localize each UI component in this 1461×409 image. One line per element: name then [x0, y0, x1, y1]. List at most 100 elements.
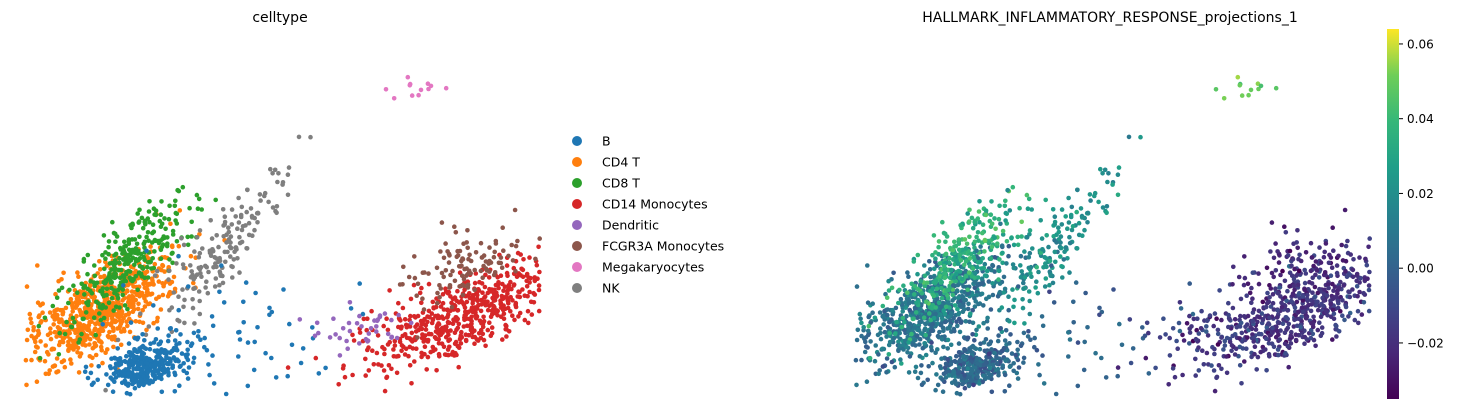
scatter-point	[1146, 371, 1152, 376]
scatter-point	[884, 370, 889, 375]
scatter-point	[923, 352, 929, 358]
scatter-point	[1032, 335, 1037, 341]
scatter-point	[1229, 343, 1235, 348]
scatter-point	[135, 211, 140, 216]
scatter-point	[440, 300, 446, 306]
scatter-point	[1239, 381, 1244, 386]
scatter-point	[966, 219, 972, 224]
scatter-point	[1008, 332, 1013, 337]
scatter-point	[281, 287, 286, 292]
scatter-point	[455, 307, 461, 313]
scatter-point	[122, 371, 128, 376]
scatter-point	[91, 315, 97, 321]
scatter-point	[464, 273, 469, 278]
scatter-point	[148, 341, 153, 347]
scatter-point	[177, 341, 182, 346]
scatter-point	[437, 333, 443, 338]
scatter-point	[1300, 298, 1306, 303]
scatter-point	[145, 283, 150, 288]
scatter-point	[178, 332, 183, 337]
scatter-point	[414, 293, 420, 299]
scatter-point	[189, 234, 194, 239]
scatter-point	[241, 299, 246, 305]
scatter-point	[194, 192, 200, 198]
scatter-point	[128, 223, 133, 228]
scatter-point	[445, 308, 450, 313]
scatter-point	[1328, 255, 1334, 260]
scatter-point	[132, 307, 137, 312]
scatter-point	[1293, 337, 1299, 343]
scatter-point	[1184, 321, 1190, 326]
scatter-point	[409, 381, 414, 386]
scatter-point	[238, 214, 244, 220]
scatter-point	[1029, 207, 1034, 212]
scatter-point	[1215, 331, 1221, 337]
scatter-point	[463, 337, 469, 343]
scatter-point	[106, 300, 112, 306]
scatter-point	[914, 333, 920, 339]
scatter-point	[111, 344, 116, 350]
scatter-point	[142, 271, 148, 276]
scatter-point	[956, 350, 962, 355]
scatter-point	[370, 348, 375, 354]
scatter-point	[1021, 286, 1026, 292]
scatter-point	[1343, 304, 1349, 310]
scatter-point	[1039, 236, 1045, 241]
scatter-point	[243, 280, 249, 285]
scatter-point	[74, 313, 79, 319]
scatter-point	[905, 350, 910, 355]
scatter-point	[213, 197, 218, 203]
scatter-point	[77, 354, 83, 359]
scatter-point	[1198, 326, 1204, 331]
scatter-point	[158, 307, 164, 312]
scatter-point	[913, 364, 919, 370]
scatter-point	[936, 239, 942, 244]
scatter-point	[1269, 270, 1275, 276]
scatter-point	[257, 192, 263, 197]
scatter-point	[919, 382, 925, 388]
scatter-point	[1207, 313, 1213, 318]
scatter-point	[103, 305, 108, 310]
scatter-point	[1074, 246, 1080, 251]
scatter-point	[1009, 351, 1015, 356]
scatter-point	[1026, 196, 1032, 202]
scatter-point	[494, 293, 500, 298]
scatter-point	[1062, 249, 1067, 254]
scatter-point	[478, 327, 484, 333]
scatter-point	[911, 259, 917, 264]
scatter-point	[142, 239, 148, 245]
scatter-point	[989, 221, 995, 227]
scatter-point	[229, 207, 235, 212]
scatter-point	[936, 312, 942, 318]
scatter-point	[1070, 224, 1076, 229]
scatter-point	[480, 290, 485, 296]
scatter-point	[1104, 210, 1109, 216]
scatter-point	[999, 243, 1005, 248]
scatter-point	[936, 300, 942, 306]
scatter-point	[870, 301, 875, 307]
scatter-point	[121, 316, 126, 321]
scatter-point	[169, 243, 175, 248]
scatter-point	[513, 243, 519, 249]
scatter-point	[100, 286, 106, 291]
scatter-point	[921, 315, 927, 321]
scatter-point	[1224, 354, 1229, 359]
scatter-point	[252, 339, 257, 345]
scatter-point	[950, 298, 955, 303]
scatter-point	[188, 253, 194, 259]
scatter-point	[1000, 260, 1005, 266]
scatter-point	[385, 342, 391, 347]
scatter-point	[1279, 304, 1285, 310]
scatter-point	[1040, 247, 1045, 252]
scatter-point	[971, 382, 976, 388]
scatter-point	[416, 92, 421, 98]
scatter-point	[1024, 235, 1030, 240]
scatter-point	[1219, 335, 1224, 340]
scatter-point	[169, 305, 175, 310]
scatter-point	[487, 320, 492, 326]
scatter-point	[956, 295, 961, 301]
scatter-point	[176, 294, 181, 300]
scatter-point	[420, 270, 426, 276]
scatter-point	[536, 283, 542, 288]
scatter-point	[1250, 296, 1255, 302]
